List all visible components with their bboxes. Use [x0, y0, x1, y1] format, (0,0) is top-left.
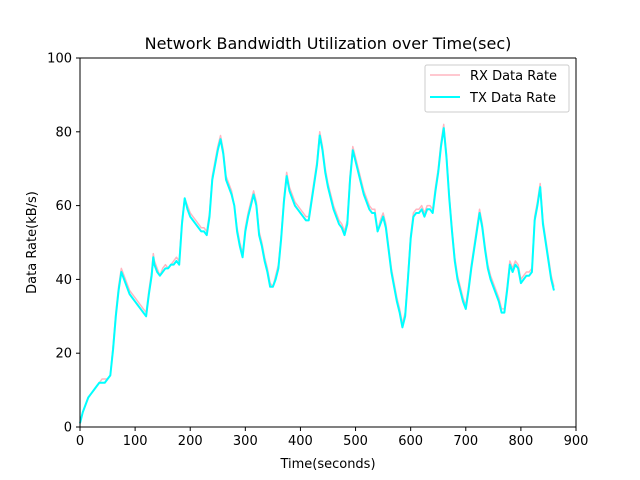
plot-frame [80, 58, 576, 427]
x-tick-label: 400 [288, 434, 313, 449]
series-line-tx [79, 127, 555, 424]
x-axis-label: Time(seconds) [279, 457, 375, 472]
y-tick-label: 100 [47, 52, 72, 67]
plot-area [79, 57, 577, 428]
y-tick-label: 60 [55, 199, 72, 214]
y-tick-label: 80 [55, 125, 72, 140]
x-tick-label: 900 [564, 434, 589, 449]
legend-label-rx: RX Data Rate [470, 69, 557, 84]
legend-label-tx: TX Data Rate [469, 91, 556, 106]
y-tick-label: 20 [55, 347, 72, 362]
plot-spines [79, 57, 577, 428]
series-layer [79, 123, 555, 424]
chart-title: Network Bandwidth Utilization over Time(… [145, 34, 512, 53]
x-tick-label: 200 [178, 434, 203, 449]
y-axis-label: Data Rate(kB/s) [25, 191, 40, 294]
x-tick-label: 700 [453, 434, 478, 449]
x-tick-label: 800 [508, 434, 533, 449]
x-tick-label: 300 [233, 434, 258, 449]
x-tick-label: 100 [123, 434, 148, 449]
x-tick-label: 0 [76, 434, 84, 449]
x-tick-label: 500 [343, 434, 368, 449]
y-axis: 0 20 40 60 80 100 [47, 52, 80, 436]
x-axis: 0 100 200 300 400 500 600 700 800 900 [76, 427, 589, 449]
y-tick-label: 0 [64, 421, 72, 436]
x-tick-label: 600 [398, 434, 423, 449]
legend: RX Data Rate TX Data Rate [424, 64, 570, 113]
y-tick-label: 40 [55, 273, 72, 288]
legend-box [424, 64, 570, 113]
